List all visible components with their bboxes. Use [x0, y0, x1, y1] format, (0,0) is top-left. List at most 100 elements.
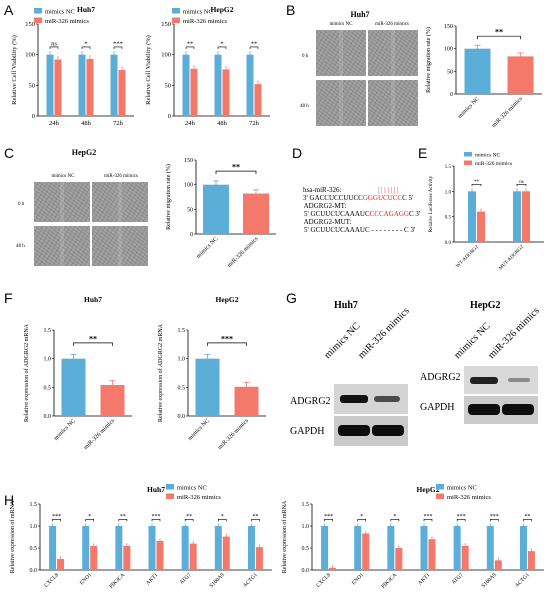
- western-hepg2-lane2: miR-326 mimics: [486, 305, 542, 361]
- significance-bracket: [85, 519, 95, 522]
- x-tick-label: ENO1: [351, 572, 365, 586]
- significance-label: *: [88, 514, 91, 520]
- chart-title: HepG2: [417, 485, 440, 494]
- significance-bracket: [357, 519, 367, 522]
- legend-label: miR-326 mimics: [475, 161, 512, 167]
- x-tick-label: S100A9: [481, 572, 498, 589]
- legend-swatch-mir326-mimics: [166, 493, 174, 499]
- y-tick-label: 50: [165, 82, 172, 89]
- significance-label: **: [232, 163, 240, 172]
- significance-bracket: [471, 183, 482, 187]
- significance-label: ***: [221, 334, 233, 343]
- x-tick-label: mimics NC: [53, 418, 77, 442]
- bar-mimics-nc: [82, 526, 90, 570]
- y-tick-label: 0.5: [445, 216, 452, 221]
- micrograph-c-nc-0h: [34, 182, 90, 222]
- significance-label: ***: [490, 514, 499, 520]
- panel-letter-e: E: [418, 145, 428, 161]
- significance-label: *: [84, 40, 87, 47]
- western-hepg2-title: HepG2: [470, 300, 501, 311]
- significance-bracket: [81, 46, 91, 49]
- band: [470, 377, 498, 384]
- bar-mimics-nc: [246, 54, 254, 116]
- bar-mir326-mimics: [100, 385, 125, 416]
- significance-label: **: [474, 180, 480, 185]
- panel-letter-h: H: [4, 492, 15, 508]
- x-tick-label: ACTG1: [242, 572, 259, 589]
- significance-label: **: [252, 514, 258, 520]
- sequence-alignment: hsa-miR-326: 3' GACCUCCUUCCGGGUCUCCC 5' …: [296, 178, 422, 238]
- x-tick-label: 48h: [217, 120, 228, 127]
- bar-mir326-mimics: [507, 56, 534, 94]
- legend-swatch-mimics-nc: [436, 484, 444, 490]
- western-hepg2: HepG2 mimics NC miR-326 mimics ADGRG2 GA…: [420, 296, 548, 446]
- y-tick-label: 0: [32, 113, 35, 120]
- seq-line2: ADGRG2-MT: 5' GCUUCUCAAAUCCCCAGAGGC 3': [303, 202, 421, 218]
- x-tick-label: miR-326 mimics: [217, 418, 250, 451]
- band: [372, 425, 404, 436]
- micrograph-c-mimic-48h: [92, 226, 148, 266]
- bar-mir326-mimics: [190, 68, 198, 116]
- micrograph-c: HepG2 mimics NC miR-326 mimics 0 h 48 h: [14, 148, 154, 268]
- western-huh7-band2-label: GAPDH: [290, 426, 325, 437]
- micrograph-b-col2: miR-326 mimics: [375, 22, 409, 27]
- y-tick-label: 0.0: [445, 241, 452, 246]
- seq-line1: hsa-miR-326: 3' GACCUCCUUCCGGGUCUCCC 5': [303, 186, 414, 202]
- significance-bracket: [456, 519, 466, 522]
- chart-title: Huh7: [77, 5, 95, 14]
- y-axis-label: Relative Cell Viability (%): [11, 35, 18, 105]
- bar-mir326-mimics: [86, 58, 94, 116]
- seq-pairs: | | | | | | |: [378, 186, 399, 194]
- x-tick-label: ENO1: [79, 572, 93, 586]
- micrograph-b-title: Huh7: [350, 10, 370, 19]
- significance-bracket: [73, 342, 113, 346]
- bar-mimics-nc: [110, 54, 118, 116]
- bar-mir326-mimics: [222, 69, 230, 116]
- y-tick-label: 1.5: [44, 328, 52, 334]
- y-axis-label: Relative expression of ADGRG2 mRNA: [23, 323, 30, 422]
- band: [468, 404, 500, 415]
- y-tick-label: 1.5: [30, 502, 38, 508]
- bar-mir326-mimics: [329, 567, 337, 570]
- x-tick-label: CXCL8: [43, 572, 60, 589]
- bar-mir326-mimics: [189, 543, 197, 570]
- micrograph-c-nc-48h: [34, 226, 90, 266]
- legend-label: miR-326 mimics: [177, 494, 221, 501]
- panel-letter-g: G: [286, 290, 297, 306]
- bar-mir326-mimics: [118, 70, 126, 116]
- seq-line3: ADGRG2-MUT: 5' GCUUCUCAAAUC - - - - - - …: [303, 218, 416, 234]
- significance-bracket: [118, 519, 128, 522]
- bar-mir326-mimics: [362, 533, 370, 570]
- significance-bracket: [324, 519, 333, 522]
- micrograph-c-col2: miR-326 mimics: [104, 174, 138, 179]
- bar-mimics-nc: [115, 526, 123, 570]
- y-tick-label: 150: [444, 24, 453, 30]
- y-tick-label: 0.5: [44, 385, 52, 391]
- y-tick-label: 1.0: [302, 524, 310, 530]
- band: [338, 425, 370, 436]
- significance-bracket: [185, 46, 195, 49]
- bar-mir326-mimics: [243, 193, 269, 234]
- bar-mimics-nc: [46, 54, 54, 116]
- y-tick-label: 0.0: [44, 414, 52, 420]
- significance-label: **: [495, 28, 503, 37]
- bar-mimics-nc: [354, 526, 362, 570]
- legend-label: miR-326 mimics: [45, 18, 89, 25]
- x-tick-label: PIK3CA: [108, 572, 126, 590]
- x-tick-label: ATG7: [179, 572, 193, 586]
- bar-mir326-mimics: [461, 545, 469, 570]
- bar-mimics-nc: [49, 526, 57, 570]
- significance-bracket: [477, 35, 521, 40]
- bar-mir326-mimics: [222, 536, 230, 570]
- western-huh7-lane2: miR-326 mimics: [356, 305, 412, 361]
- y-tick-label: 0.5: [30, 546, 38, 552]
- bar-mimics-nc: [247, 526, 255, 570]
- significance-bracket: [215, 170, 257, 175]
- significance-bracket: [217, 46, 227, 49]
- significance-label: ***: [424, 514, 433, 520]
- significance-bracket: [516, 183, 527, 187]
- micrograph-c-row2: 48 h: [16, 244, 25, 249]
- bar-mimics-nc: [464, 48, 491, 94]
- bar-mimics-nc: [453, 526, 461, 570]
- x-tick-label: S100A9: [209, 572, 226, 589]
